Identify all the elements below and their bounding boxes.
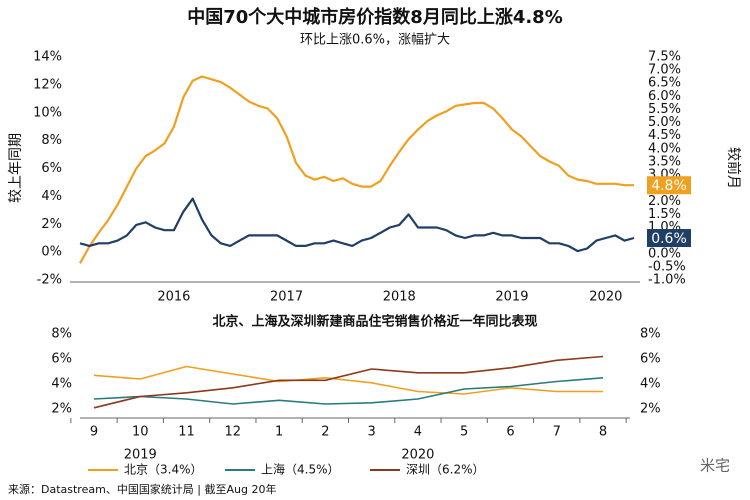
y2-tick-label: 7.5%	[648, 50, 681, 65]
y2-tick-label: 4.0%	[648, 141, 681, 156]
chart-subtitle: 环比上涨0.6%，涨幅扩大	[300, 33, 450, 48]
legend-label: 深圳（6.2%）	[406, 463, 485, 477]
y-tick-label: 4%	[51, 377, 72, 392]
legend-label: 上海（4.5%）	[261, 462, 340, 477]
y2-tick-label: 7.0%	[648, 63, 681, 78]
x-tick-label: 6	[506, 425, 514, 440]
y2-tick-label: 5.0%	[648, 115, 681, 130]
series-line	[93, 365, 603, 395]
y-tick-label: 2%	[51, 402, 72, 417]
y2-tick-label: 6%	[640, 352, 661, 367]
y2-tick-label: -1.0%	[648, 273, 686, 288]
y2-tick-label: 2.0%	[648, 194, 681, 209]
series-line	[79, 197, 635, 253]
x-tick-label: 2016	[157, 290, 190, 305]
x-tick-label: 4	[414, 425, 422, 440]
y-tick-label: 4%	[41, 189, 62, 204]
x-tick-label: 2	[321, 425, 329, 440]
y-tick-label: 14%	[33, 50, 62, 65]
x-tick-label: 2017	[270, 290, 303, 305]
series-line	[93, 377, 604, 405]
x-tick-label: 11	[178, 425, 195, 440]
y-tick-label: 0%	[41, 245, 62, 260]
x-tick-label: 2019	[495, 290, 528, 305]
y2-tick-label: 6.5%	[648, 76, 681, 91]
y-tick-label: -2%	[37, 273, 62, 288]
x-tick-label: 2018	[383, 290, 416, 305]
x-tick-label: 12	[225, 425, 242, 440]
x-tick-label: 5	[460, 425, 468, 440]
x-tick-label: 8	[599, 425, 607, 440]
y2-tick-label: 3.5%	[648, 154, 681, 169]
y2-tick-label: 1.5%	[648, 207, 681, 222]
legend-label: 北京（3.4%）	[124, 463, 203, 477]
y2-tick-label: 5.5%	[648, 102, 681, 117]
source: 来源：Datastream、中国国家统计局 | 截至Aug 20年	[8, 482, 276, 496]
x-tick-label: 1	[275, 425, 283, 440]
series-line	[79, 75, 634, 264]
series-line	[93, 355, 604, 409]
y2-axis-title: 较前月	[725, 147, 742, 189]
y-tick-label: 2%	[41, 217, 62, 232]
year-label: 2020	[401, 448, 434, 463]
y2-tick-label: 4%	[640, 377, 661, 392]
value-label: 4.8%	[651, 178, 687, 194]
value-label-box	[647, 176, 691, 195]
year-label: 2019	[124, 448, 157, 463]
y-tick-label: 8%	[51, 327, 72, 342]
x-tick-label: 2020	[589, 290, 622, 305]
value-label: 0.6%	[651, 231, 687, 247]
y2-tick-label: 2%	[640, 402, 661, 417]
y-tick-label: 10%	[33, 105, 62, 120]
y2-tick-label: 6.0%	[648, 89, 681, 104]
watermark: 米宅	[700, 457, 730, 475]
y2-tick-label: 4.5%	[648, 128, 681, 143]
x-tick-label: 10	[132, 425, 149, 440]
y2-tick-label: 8%	[640, 327, 661, 342]
value-label-box	[647, 229, 691, 248]
y2-tick-label: -0.5%	[648, 259, 686, 274]
y-tick-label: 6%	[51, 352, 72, 367]
y2-tick-label: 0.0%	[648, 246, 681, 261]
y-axis-title: 较上年同期	[8, 133, 24, 203]
y-tick-label: 12%	[33, 77, 62, 92]
y-tick-label: 8%	[41, 133, 62, 148]
x-tick-label: 9	[90, 425, 98, 440]
chart-title: 中国70个大中城市房价指数8月同比上涨4.8%	[187, 6, 563, 28]
subchart-title: 北京、上海及深圳新建商品住宅销售价格近一年同比表现	[212, 314, 537, 330]
y-tick-label: 6%	[41, 161, 62, 176]
x-tick-label: 7	[553, 425, 561, 440]
x-tick-label: 3	[367, 425, 375, 440]
